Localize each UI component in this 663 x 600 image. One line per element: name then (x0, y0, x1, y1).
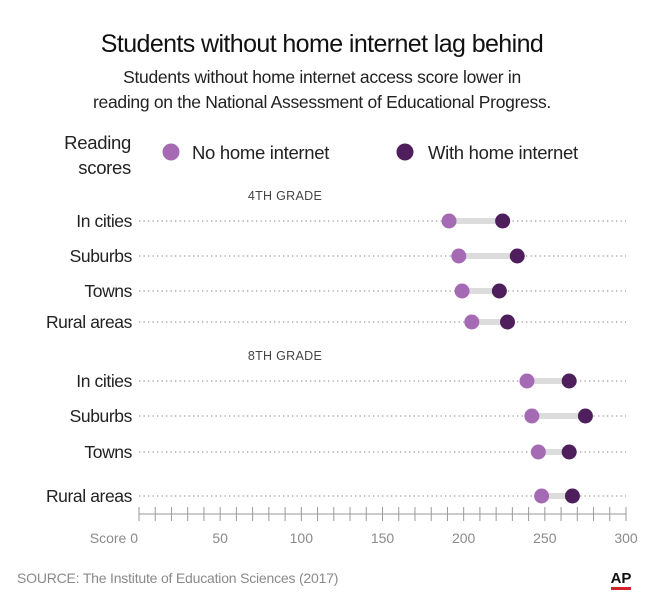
data-row: In cities (76, 211, 626, 231)
data-point-1 (499, 314, 515, 330)
plot-area: 4TH GRADE In cities Suburbs Towns Rural area… (46, 189, 626, 506)
ap-logo: AP (611, 570, 632, 590)
data-point-0 (451, 248, 467, 264)
data-point-1 (495, 213, 511, 229)
group-label-0: 4TH GRADE (248, 189, 322, 203)
x-tick-label: 150 (371, 530, 395, 546)
data-row: Suburbs (70, 246, 626, 266)
data-row: In cities (76, 371, 626, 391)
legend-title-line-2: scores (78, 157, 131, 178)
chart-title: Students without home internet lag behin… (101, 30, 543, 58)
data-point-0 (464, 314, 480, 330)
data-point-1 (577, 408, 593, 424)
row-label: Suburbs (70, 406, 133, 426)
data-point-0 (530, 444, 546, 460)
data-point-0 (519, 373, 535, 389)
data-row: Rural areas (46, 486, 626, 506)
source-note: SOURCE: The Institute of Education Scien… (17, 570, 338, 586)
row-label: Towns (84, 442, 132, 462)
row-label: Towns (84, 281, 132, 301)
chart-subtitle-line-1: Students without home internet access sc… (123, 67, 521, 87)
legend-label-0: No home internet (192, 142, 329, 163)
ap-logo-bar (611, 587, 631, 590)
legend-swatch-1 (396, 143, 414, 161)
data-point-0 (524, 408, 540, 424)
group-label-1: 8TH GRADE (248, 349, 322, 363)
row-label: In cities (76, 371, 132, 391)
legend-swatch-0 (162, 143, 180, 161)
x-tick-label: Score 0 (90, 530, 138, 546)
x-axis: Score 0 50 100 150 200 250 300 (90, 507, 638, 546)
x-tick-label: 200 (452, 530, 476, 546)
ap-logo-text: AP (611, 570, 632, 587)
chart-subtitle-line-2: reading on the National Assessment of Ed… (93, 92, 551, 112)
legend-label-1: With home internet (428, 142, 578, 163)
x-tick-label: 250 (533, 530, 557, 546)
data-row: Towns (84, 442, 626, 462)
data-point-0 (441, 213, 457, 229)
data-point-0 (534, 488, 550, 504)
row-label: Rural areas (46, 486, 133, 506)
x-tick-label: 50 (212, 530, 228, 546)
data-row: Rural areas (46, 312, 626, 332)
row-label: In cities (76, 211, 132, 231)
data-point-1 (491, 283, 507, 299)
data-point-1 (509, 248, 525, 264)
data-row: Suburbs (70, 406, 626, 426)
data-point-1 (561, 373, 577, 389)
row-label: Rural areas (46, 312, 133, 332)
legend: No home internet With home internet (162, 142, 578, 163)
x-tick-label: 300 (614, 530, 638, 546)
data-point-1 (561, 444, 577, 460)
row-label: Suburbs (70, 246, 133, 266)
data-point-0 (454, 283, 470, 299)
data-row: Towns (84, 281, 626, 301)
x-tick-label: 100 (290, 530, 314, 546)
legend-title-line-1: Reading (64, 132, 131, 153)
data-point-1 (564, 488, 580, 504)
